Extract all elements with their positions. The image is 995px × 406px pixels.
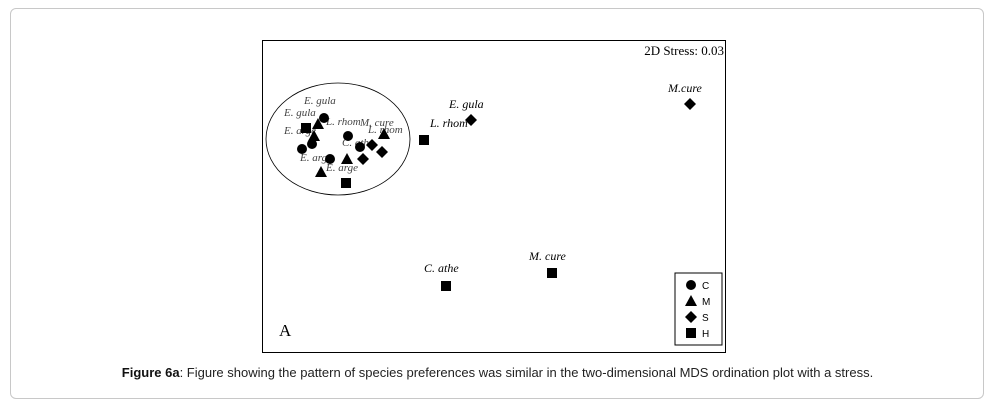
points-layer xyxy=(297,98,696,291)
point-labels: L. rhom E. gula M.cure C. athe M. cure xyxy=(424,81,703,275)
data-point-diamond xyxy=(376,146,388,158)
cluster-point-label: E. gula xyxy=(283,107,316,119)
caption-text: : Figure showing the pattern of species … xyxy=(179,365,874,380)
figure-frame xyxy=(10,8,984,399)
cluster-point-label: E. arge xyxy=(299,152,332,164)
legend-box xyxy=(674,272,723,346)
data-point-diamond xyxy=(357,153,369,165)
data-point-square xyxy=(341,178,351,188)
figure-caption: Figure 6a: Figure showing the pattern of… xyxy=(0,365,995,380)
cluster-point-label: E. gula xyxy=(303,95,336,107)
plot-area xyxy=(262,40,726,353)
data-point-square xyxy=(547,268,557,278)
cluster-point-label: L. rhom xyxy=(325,116,361,128)
data-point-square xyxy=(419,135,429,145)
legend-marker-circle xyxy=(686,280,696,290)
data-point-diamond xyxy=(366,139,378,151)
cluster-point-label: M. cure xyxy=(359,117,394,129)
panel-label: A xyxy=(279,321,292,340)
legend-marker-square xyxy=(686,328,696,338)
data-point-triangle xyxy=(308,130,320,141)
legend-marker-triangle xyxy=(685,295,697,306)
legend-label: C xyxy=(702,281,709,292)
data-point-square xyxy=(441,281,451,291)
data-point-diamond xyxy=(684,98,696,110)
data-point-circle xyxy=(355,142,365,152)
data-point-circle xyxy=(307,139,317,149)
data-point-triangle xyxy=(312,118,324,129)
legend-label: S xyxy=(702,313,709,324)
point-label: M. cure xyxy=(528,249,567,263)
point-label: L. rhom xyxy=(429,116,468,130)
data-point-square xyxy=(301,123,311,133)
cluster-ellipse xyxy=(265,82,411,196)
point-label: C. athe xyxy=(424,261,459,275)
legend-marker-diamond xyxy=(685,311,697,323)
data-point-circle xyxy=(297,144,307,154)
legend-label: M xyxy=(702,297,710,308)
data-point-triangle xyxy=(378,128,390,139)
point-label: M.cure xyxy=(667,81,703,95)
legend-label: H xyxy=(702,329,709,340)
data-point-triangle xyxy=(341,153,353,164)
data-point-circle xyxy=(319,113,329,123)
cluster-point-label: E. arge xyxy=(325,162,358,174)
data-point-circle xyxy=(325,154,335,164)
stress-annotation: 2D Stress: 0.03 xyxy=(644,43,724,58)
data-point-triangle xyxy=(315,166,327,177)
data-point-diamond xyxy=(465,114,477,126)
caption-prefix: Figure 6a xyxy=(121,365,180,380)
point-label: E. gula xyxy=(448,97,484,111)
cluster-point-label: E. arge xyxy=(283,125,316,137)
data-point-circle xyxy=(343,131,353,141)
